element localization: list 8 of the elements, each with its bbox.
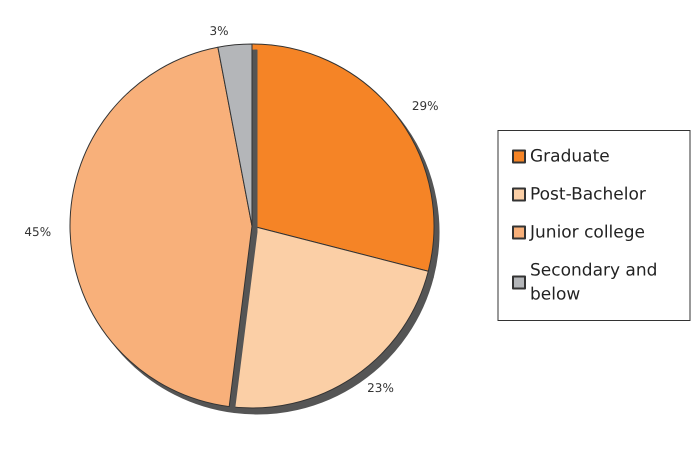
legend-label: Junior college [529,222,645,242]
data-label: 23% [367,381,394,396]
data-label: 45% [24,225,52,240]
legend-label: Post-Bachelor [530,184,646,204]
legend-label: Secondary and below [530,260,663,304]
legend-label: Graduate [530,146,610,166]
data-label: 29% [412,98,439,113]
data-label: 3% [210,24,229,38]
